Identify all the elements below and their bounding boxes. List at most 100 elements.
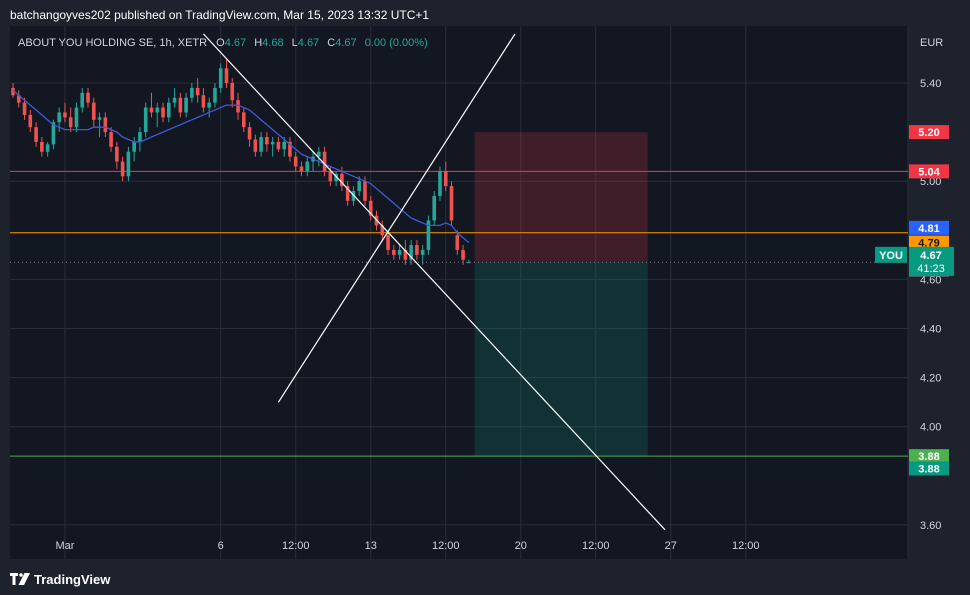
price-label-text: 5.20	[918, 127, 939, 139]
candle-body	[293, 156, 298, 167]
candle-body	[340, 173, 344, 187]
candle-body	[184, 97, 188, 113]
x-tick-label: 12:00	[282, 540, 310, 552]
legend-open-value: 4.67	[225, 37, 246, 49]
legend-symbol: ABOUT YOU HOLDING SE, 1h, XETR	[18, 37, 207, 49]
candle-body	[11, 87, 15, 96]
tradingview-logo[interactable]: TradingView	[10, 571, 110, 587]
candle-body	[74, 107, 79, 128]
x-tick-label: 20	[515, 540, 527, 552]
chart-background	[10, 26, 908, 559]
candle-body	[236, 100, 240, 113]
candle-body	[172, 97, 177, 103]
legend-open-label: O	[216, 37, 225, 49]
price-label-text: 4.79	[918, 238, 939, 250]
price-axis[interactable]: EUR 5.40 5.00 4.60 4.40 4.20 4.00 3.60	[920, 37, 943, 532]
legend-change: 0.00 (0.00%)	[365, 37, 428, 49]
publish-info: batchangoyves202 published on TradingVie…	[10, 8, 430, 22]
candle-body	[161, 107, 165, 118]
candle-body	[40, 141, 44, 152]
legend-high-label: H	[254, 37, 262, 49]
price-chart[interactable]: ABOUT YOU HOLDING SE, 1h, XETR O4.67 H4.…	[0, 26, 970, 564]
y-tick-label: 4.00	[920, 422, 941, 434]
candle-body	[449, 186, 454, 221]
symbol-tag-box	[875, 246, 907, 263]
candle-body	[420, 249, 425, 255]
last-price-box	[909, 246, 954, 276]
x-tick-label: 12:00	[732, 540, 760, 552]
candle-body	[166, 102, 171, 118]
candle-body	[305, 161, 310, 172]
candle-body	[80, 92, 85, 108]
candle-body	[57, 112, 61, 123]
candle-body	[115, 146, 119, 162]
candle-body	[242, 112, 246, 128]
top-bar: batchangoyves202 published on TradingVie…	[0, 0, 970, 26]
legend-low-value: 4.67	[298, 37, 319, 49]
candle-body	[143, 107, 148, 133]
x-tick-label: Mar	[55, 540, 74, 552]
candle-body	[51, 122, 56, 145]
horizontal-lines	[10, 170, 908, 457]
y-tick-label: 3.60	[920, 520, 941, 532]
candle-body	[403, 249, 408, 260]
candle-body	[467, 262, 471, 264]
tradingview-brand: TradingView	[34, 571, 111, 587]
candle-body	[432, 195, 437, 221]
price-label-text: 3.88	[918, 451, 939, 463]
candle-body	[299, 166, 304, 172]
candle-body	[270, 141, 275, 145]
legend-low-label: L	[292, 37, 298, 49]
candle-body	[409, 245, 413, 260]
candle-body	[282, 141, 286, 150]
price-label-box	[909, 164, 949, 179]
candle-body	[461, 249, 465, 260]
candle-body	[149, 107, 154, 113]
candle-body	[345, 186, 350, 201]
candle-body	[22, 102, 27, 115]
x-tick-label: 13	[365, 540, 377, 552]
trend-line	[202, 33, 666, 531]
candle-body	[109, 132, 113, 147]
price-labels: 5.20 5.04 4.81 4.794.67 3.883.88	[909, 125, 949, 476]
candles	[11, 58, 471, 265]
candle-body	[91, 102, 96, 120]
candle-body	[213, 87, 217, 103]
candle-body	[207, 102, 211, 108]
candle-body	[155, 107, 160, 113]
candle-body	[34, 127, 38, 142]
time-axis[interactable]: Mar 6 12:00 13 12:00 20 12:00 27 12:00	[55, 540, 759, 552]
candle-body	[253, 139, 258, 152]
candle-body	[322, 151, 327, 172]
candle-body	[426, 220, 431, 250]
legend: ABOUT YOU HOLDING SE, 1h, XETR O4.67 H4.…	[18, 37, 428, 49]
grid-lines	[10, 26, 909, 559]
trend-lines	[202, 33, 666, 531]
candle-body	[86, 92, 90, 103]
take-profit-zone	[474, 262, 648, 457]
price-label-text: 5.04	[918, 166, 940, 178]
candle-body	[368, 200, 373, 216]
symbol-tag: YOU	[879, 250, 903, 262]
candle-body	[126, 151, 131, 177]
candle-body	[120, 161, 125, 177]
candle-body	[68, 117, 73, 128]
candle-body	[397, 249, 402, 255]
y-tick-label: 4.60	[920, 274, 941, 286]
y-tick-label: 5.40	[920, 78, 941, 90]
trend-line	[277, 33, 516, 403]
price-label-box	[909, 125, 949, 140]
candle-body	[45, 144, 50, 152]
candle-body	[334, 173, 338, 182]
candle-body	[455, 235, 460, 250]
candle-body	[438, 171, 442, 196]
chart-container[interactable]: ABOUT YOU HOLDING SE, 1h, XETR O4.67 H4.…	[0, 26, 970, 564]
candle-body	[16, 95, 21, 103]
candle-body	[190, 87, 194, 98]
candle-body	[201, 95, 206, 108]
last-price-value: 4.67	[920, 250, 941, 262]
candle-body	[247, 127, 252, 140]
candle-body	[380, 225, 385, 236]
candle-body	[97, 117, 102, 120]
candle-body	[224, 68, 229, 83]
